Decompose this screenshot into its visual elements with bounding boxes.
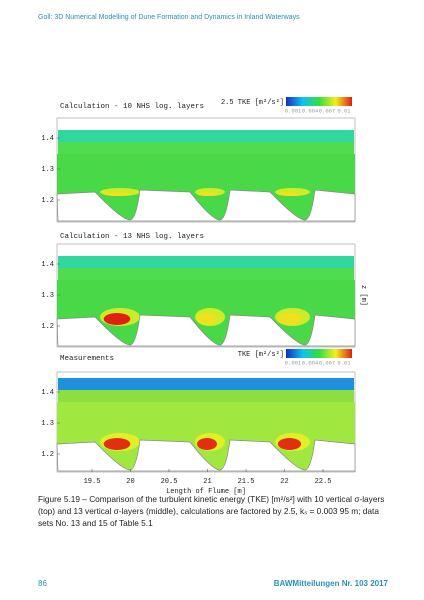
tke-core bbox=[277, 438, 302, 450]
panel-title: Calculation - 13 NHS log. layers bbox=[60, 233, 204, 241]
colorbar-tick: 0.01 bbox=[337, 107, 351, 114]
colorbar-tick: 0.004 bbox=[302, 107, 319, 114]
tke-core bbox=[103, 192, 131, 196]
bed-field bbox=[57, 154, 355, 220]
colorbar-label: TKE [m²/s²] bbox=[238, 351, 284, 359]
tke-core bbox=[277, 313, 302, 325]
tke-core bbox=[197, 313, 217, 325]
y-tick-label: 1.4 bbox=[41, 261, 54, 269]
running-header: Goll: 3D Numerical Modelling of Dune For… bbox=[38, 14, 300, 21]
figure-caption: Figure 5.19 – Comparison of the turbulen… bbox=[38, 494, 385, 528]
colorbar-label: 2.5 TKE [m²/s²] bbox=[221, 99, 284, 107]
tke-core bbox=[197, 438, 217, 450]
colorbar-tick: 0.001 bbox=[285, 107, 302, 114]
tke-core bbox=[277, 192, 302, 196]
x-tick-label: 21 bbox=[203, 478, 211, 486]
field-upper bbox=[58, 256, 354, 268]
bed bbox=[56, 439, 356, 472]
y-tick-label: 1.2 bbox=[41, 323, 54, 331]
colorbar-tick: 0.007 bbox=[319, 107, 336, 114]
x-tick-label: 20.5 bbox=[161, 478, 178, 486]
colorbar-tick: 0.004 bbox=[302, 359, 319, 366]
colorbar bbox=[286, 349, 352, 358]
y-axis-label: z [m] bbox=[359, 285, 367, 306]
panel-title: Measurements bbox=[60, 355, 114, 363]
x-axis-label: Length of Flume [m] bbox=[166, 488, 246, 496]
tke-core bbox=[103, 438, 131, 450]
field-upper bbox=[58, 130, 354, 142]
figure: Calculation - 10 NHS log. layers 1.4 1.3 1.… bbox=[41, 97, 367, 496]
panel-title: Calculation - 10 NHS log. layers bbox=[60, 103, 204, 111]
y-tick-label: 1.3 bbox=[41, 166, 54, 174]
x-tick-label: 20 bbox=[126, 478, 134, 486]
colorbar-tick: 0.01 bbox=[337, 359, 351, 366]
y-tick-label: 1.4 bbox=[41, 389, 54, 397]
bed bbox=[56, 314, 356, 347]
y-tick-label: 1.2 bbox=[41, 451, 54, 459]
y-tick-label: 1.3 bbox=[41, 292, 54, 300]
x-tick-label: 22.5 bbox=[315, 478, 332, 486]
bed bbox=[56, 189, 356, 222]
journal-name: BAWMitteilungen Nr. 103 2017 bbox=[273, 579, 388, 588]
field-upper bbox=[58, 378, 354, 390]
y-tick-label: 1.3 bbox=[41, 420, 54, 428]
colorbar-tick: 0.007 bbox=[319, 359, 336, 366]
colorbar-tick: 0.001 bbox=[285, 359, 302, 366]
y-tick-label: 1.4 bbox=[41, 135, 54, 143]
x-tick-label: 21.5 bbox=[238, 478, 255, 486]
colorbar bbox=[286, 97, 352, 106]
y-tick-label: 1.2 bbox=[41, 197, 54, 205]
x-tick-label: 19.5 bbox=[84, 478, 101, 486]
tke-core bbox=[197, 192, 217, 196]
page-number: 86 bbox=[38, 579, 47, 588]
tke-core bbox=[103, 313, 131, 325]
x-tick-label: 22 bbox=[280, 478, 288, 486]
